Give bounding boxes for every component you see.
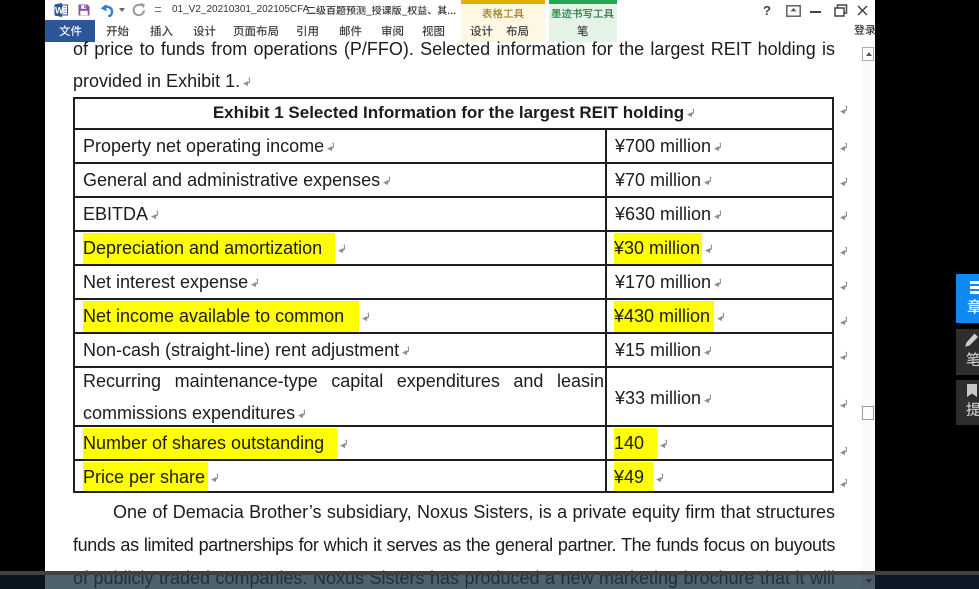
svg-text:W: W — [55, 6, 64, 16]
